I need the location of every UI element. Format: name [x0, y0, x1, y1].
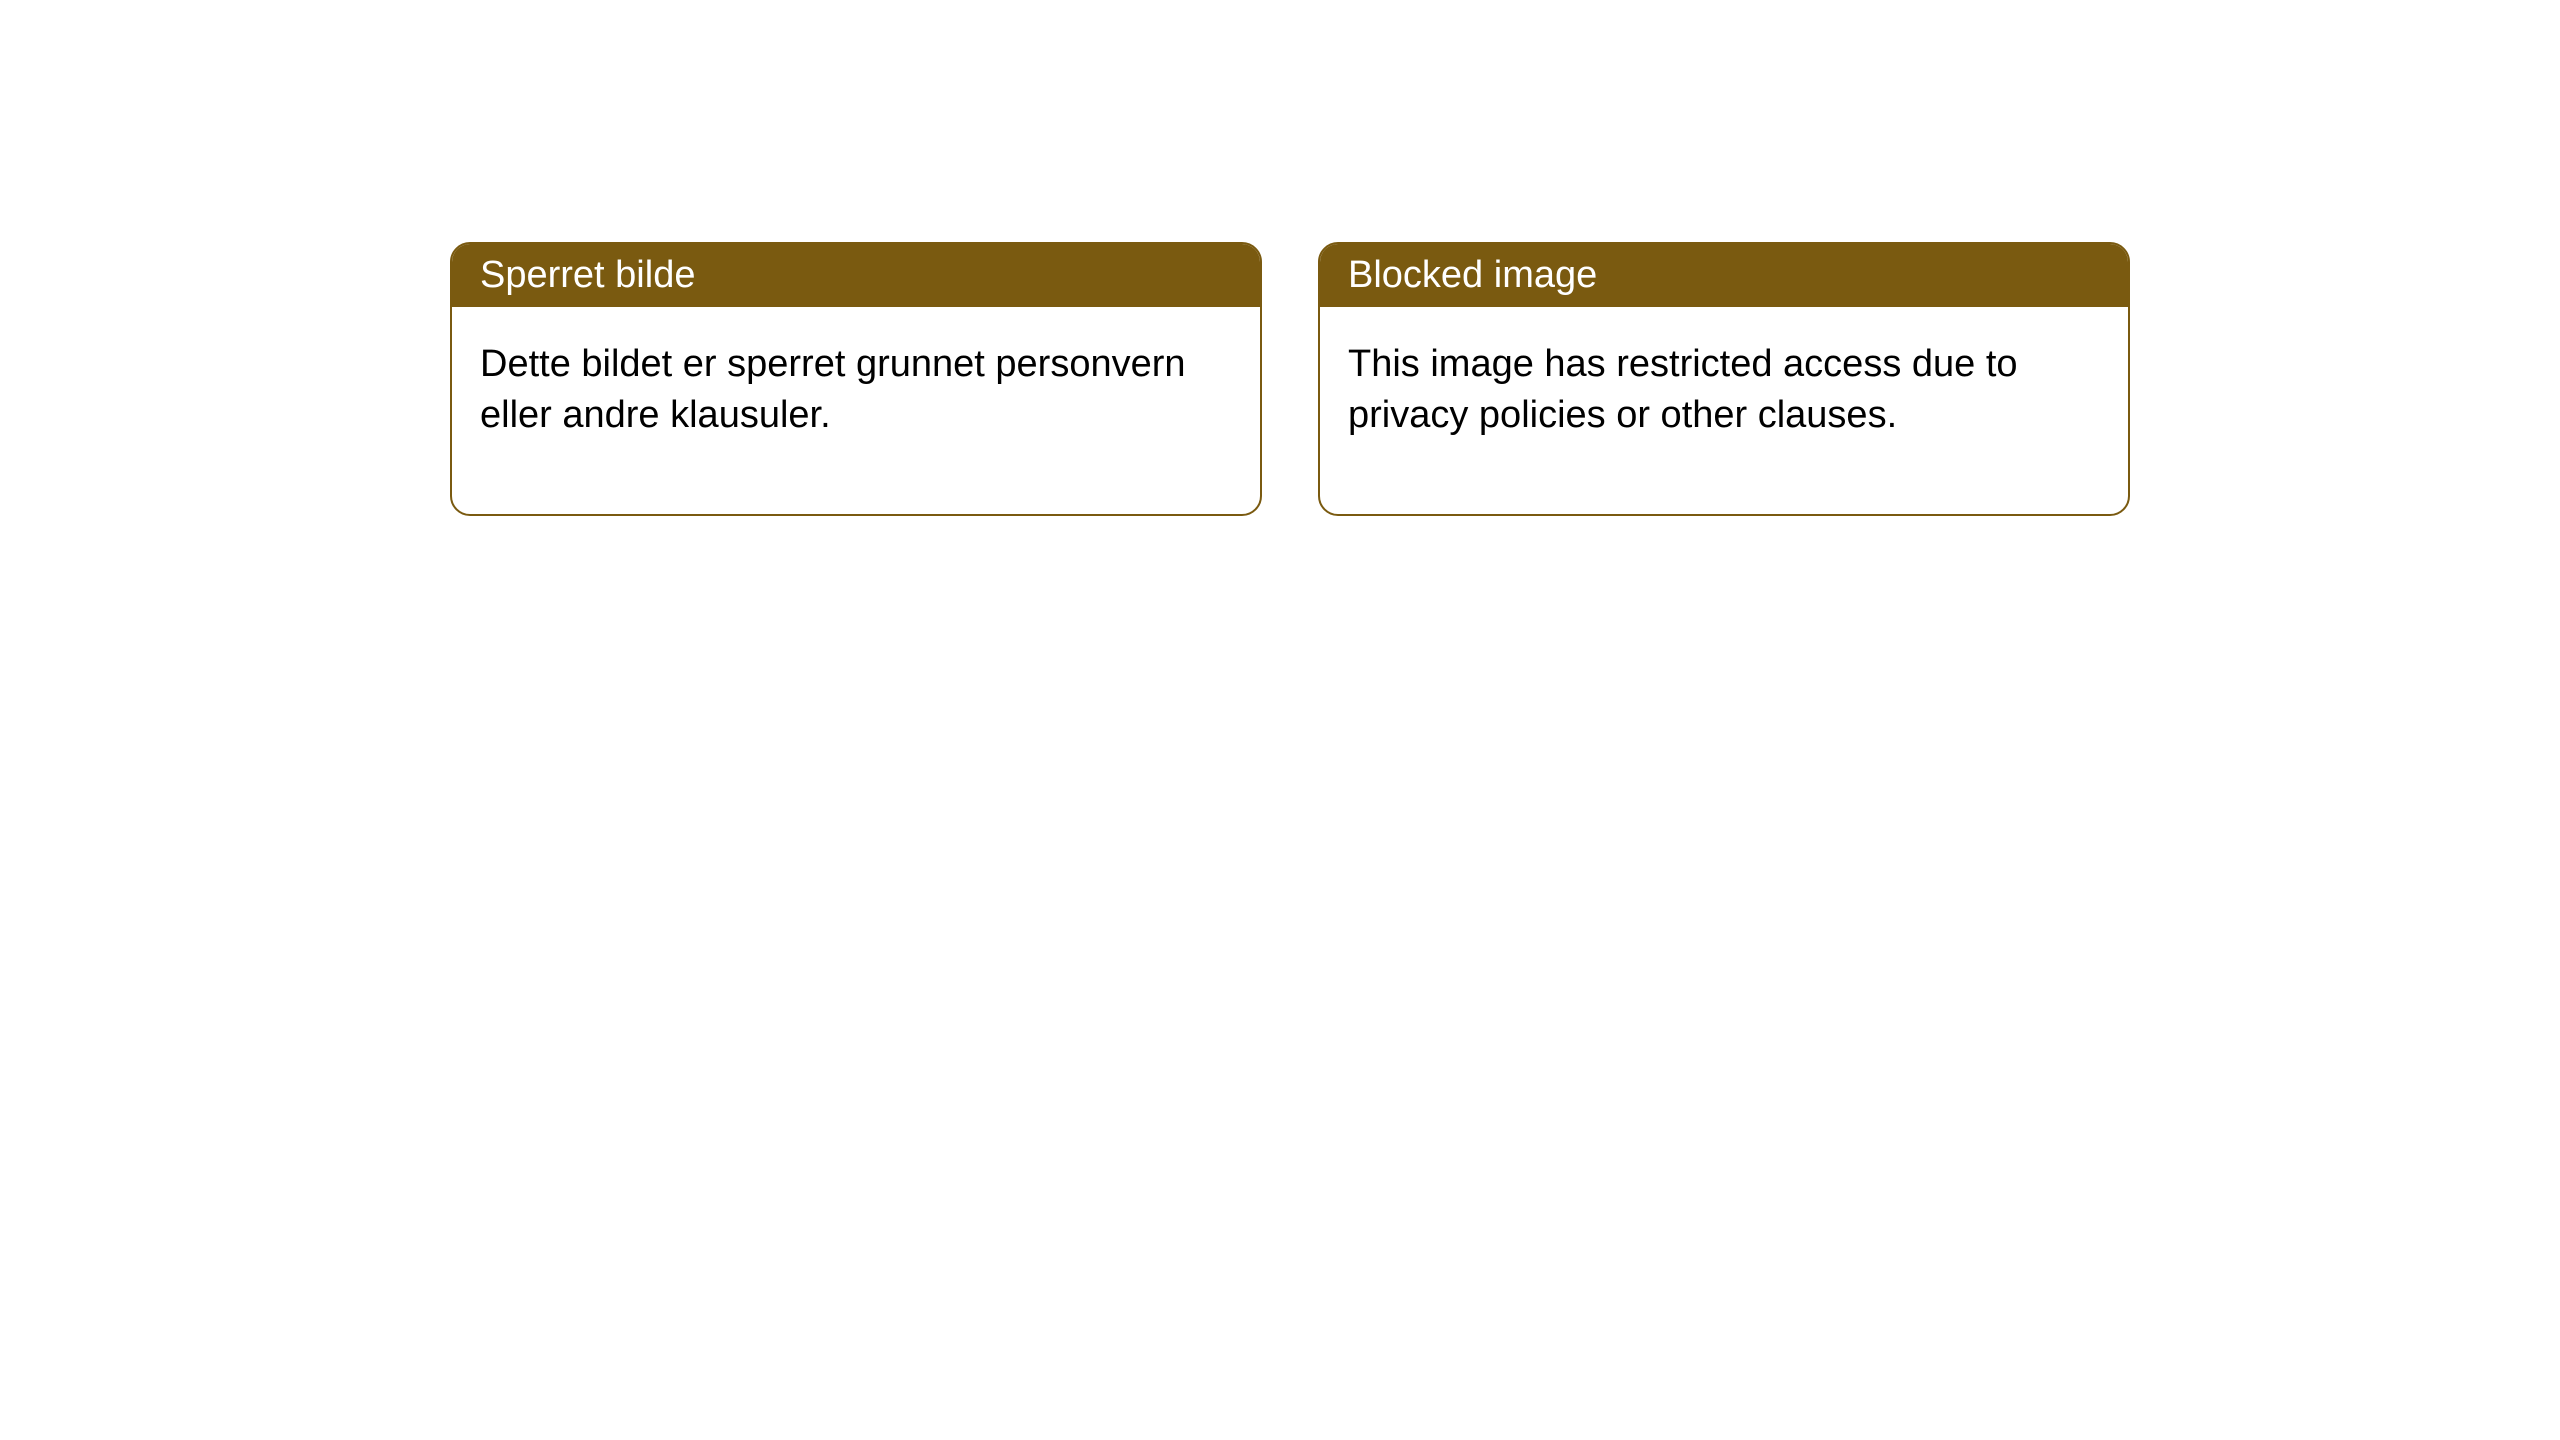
notice-body: This image has restricted access due to …	[1320, 307, 2128, 514]
notice-card-english: Blocked image This image has restricted …	[1318, 242, 2130, 516]
notice-card-norwegian: Sperret bilde Dette bildet er sperret gr…	[450, 242, 1262, 516]
notice-header: Sperret bilde	[452, 244, 1260, 307]
notice-body: Dette bildet er sperret grunnet personve…	[452, 307, 1260, 514]
notice-header: Blocked image	[1320, 244, 2128, 307]
notice-container: Sperret bilde Dette bildet er sperret gr…	[0, 0, 2560, 516]
